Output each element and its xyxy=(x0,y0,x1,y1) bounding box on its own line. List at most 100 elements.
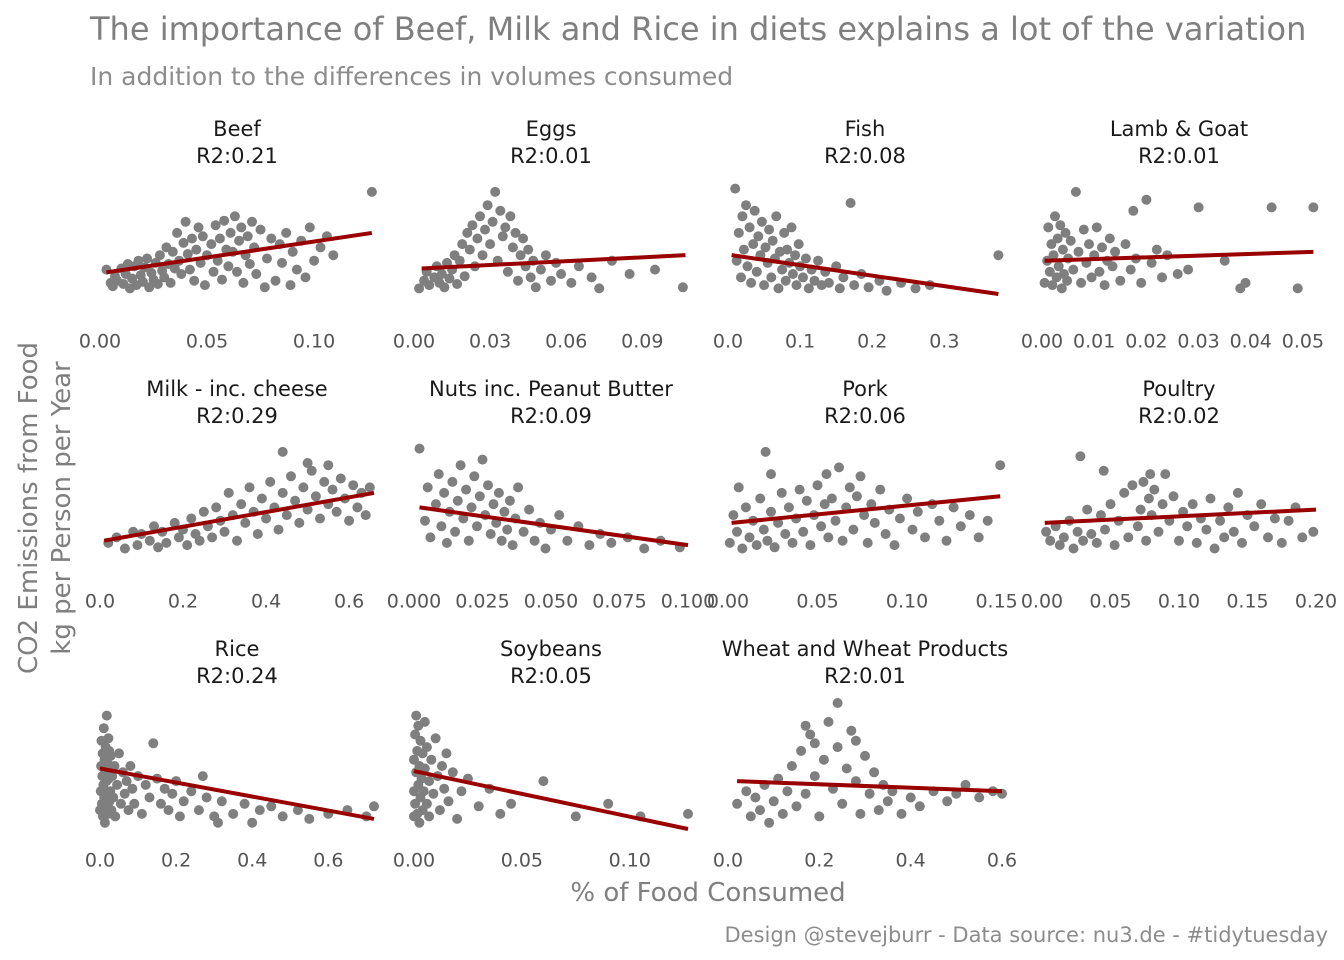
data-point xyxy=(777,808,788,819)
data-point xyxy=(1182,521,1193,532)
data-point xyxy=(738,244,749,255)
data-point xyxy=(1172,269,1183,279)
x-tick-label: 0.10 xyxy=(886,591,928,613)
data-point xyxy=(1086,529,1097,539)
data-point xyxy=(172,227,183,238)
data-point xyxy=(323,460,334,471)
x-tick-label: 0.2 xyxy=(161,850,191,872)
data-point xyxy=(869,767,880,778)
data-point xyxy=(424,811,435,822)
regression-line xyxy=(421,253,686,271)
data-point xyxy=(766,469,776,480)
data-point xyxy=(252,529,263,539)
data-point xyxy=(864,788,875,799)
data-point xyxy=(732,798,743,809)
x-tick-label: 0.05 xyxy=(1282,331,1324,353)
data-point xyxy=(1151,244,1162,255)
data-point xyxy=(570,811,581,822)
data-point xyxy=(495,808,506,819)
data-point xyxy=(115,798,126,809)
data-point xyxy=(174,811,185,822)
data-point xyxy=(144,282,155,293)
x-tick-label: 0.00 xyxy=(393,331,435,353)
data-point xyxy=(960,779,971,790)
data-point xyxy=(791,801,802,812)
data-point xyxy=(914,801,925,812)
data-point xyxy=(490,186,501,197)
data-point xyxy=(1168,491,1179,502)
data-point xyxy=(846,725,857,736)
data-point xyxy=(760,242,771,253)
data-point xyxy=(993,250,1004,261)
data-point xyxy=(1136,277,1147,288)
facet-title: Eggs xyxy=(526,117,577,141)
data-point xyxy=(1050,211,1060,222)
data-point xyxy=(1073,246,1084,257)
data-point xyxy=(1223,502,1234,513)
data-point xyxy=(606,537,617,548)
data-point xyxy=(1153,526,1164,537)
data-point xyxy=(777,264,788,275)
data-point xyxy=(178,796,189,807)
data-point xyxy=(436,269,447,279)
data-point xyxy=(302,458,313,468)
data-point xyxy=(850,735,861,746)
data-point xyxy=(461,484,472,495)
x-tick-label: 0.6 xyxy=(313,850,343,872)
data-point xyxy=(119,788,130,799)
data-point xyxy=(291,264,302,275)
data-point xyxy=(1060,227,1071,238)
data-point xyxy=(766,272,777,283)
data-point xyxy=(798,526,809,537)
regression-line xyxy=(103,490,375,543)
y-axis-title-line-1: CO2 Emissions from Food xyxy=(14,342,44,674)
data-point xyxy=(199,280,210,291)
data-point xyxy=(161,537,172,548)
facet-r2-label: R2:0.02 xyxy=(1138,404,1220,428)
data-point xyxy=(182,249,193,259)
data-point xyxy=(873,805,884,816)
data-point xyxy=(912,506,923,517)
data-point xyxy=(154,250,165,261)
data-point xyxy=(1205,493,1216,504)
data-point xyxy=(309,255,320,266)
data-point xyxy=(1119,487,1130,498)
data-point xyxy=(328,250,339,261)
data-point xyxy=(762,535,773,546)
x-tick-label: 0.00 xyxy=(707,591,749,613)
data-point xyxy=(474,491,485,502)
data-point xyxy=(244,482,255,493)
x-tick-label: 0.06 xyxy=(545,331,587,353)
data-point xyxy=(535,264,546,275)
data-point xyxy=(1127,480,1138,491)
data-point xyxy=(1157,499,1168,510)
regression-line xyxy=(731,253,999,296)
data-point xyxy=(809,738,820,749)
data-point xyxy=(1056,283,1067,294)
data-point xyxy=(217,274,227,285)
data-point xyxy=(456,786,467,797)
data-point xyxy=(207,532,218,543)
data-point xyxy=(1237,537,1247,548)
data-point xyxy=(748,239,759,250)
data-point xyxy=(973,532,984,543)
x-axis-title: % of Food Consumed xyxy=(570,878,845,908)
data-point xyxy=(352,502,363,513)
data-point xyxy=(458,513,469,524)
data-point xyxy=(889,540,900,551)
data-point xyxy=(434,805,445,816)
data-point xyxy=(1219,255,1230,266)
x-tick-label: 0.10 xyxy=(609,850,651,872)
x-tick-label: 0.1 xyxy=(785,331,815,353)
data-point xyxy=(294,517,305,528)
facet-milk-inc-cheese: Milk - inc. cheese R2:0.29 0.0 0.2 0.4 0.6 xyxy=(85,377,375,613)
data-point xyxy=(214,233,225,244)
facet-title: Lamb & Goat xyxy=(1110,117,1248,141)
data-point xyxy=(277,811,288,822)
data-point xyxy=(920,532,930,543)
data-point xyxy=(751,540,762,551)
data-point xyxy=(327,484,338,495)
data-point xyxy=(229,211,240,222)
data-point xyxy=(800,253,811,264)
data-point xyxy=(740,502,751,513)
